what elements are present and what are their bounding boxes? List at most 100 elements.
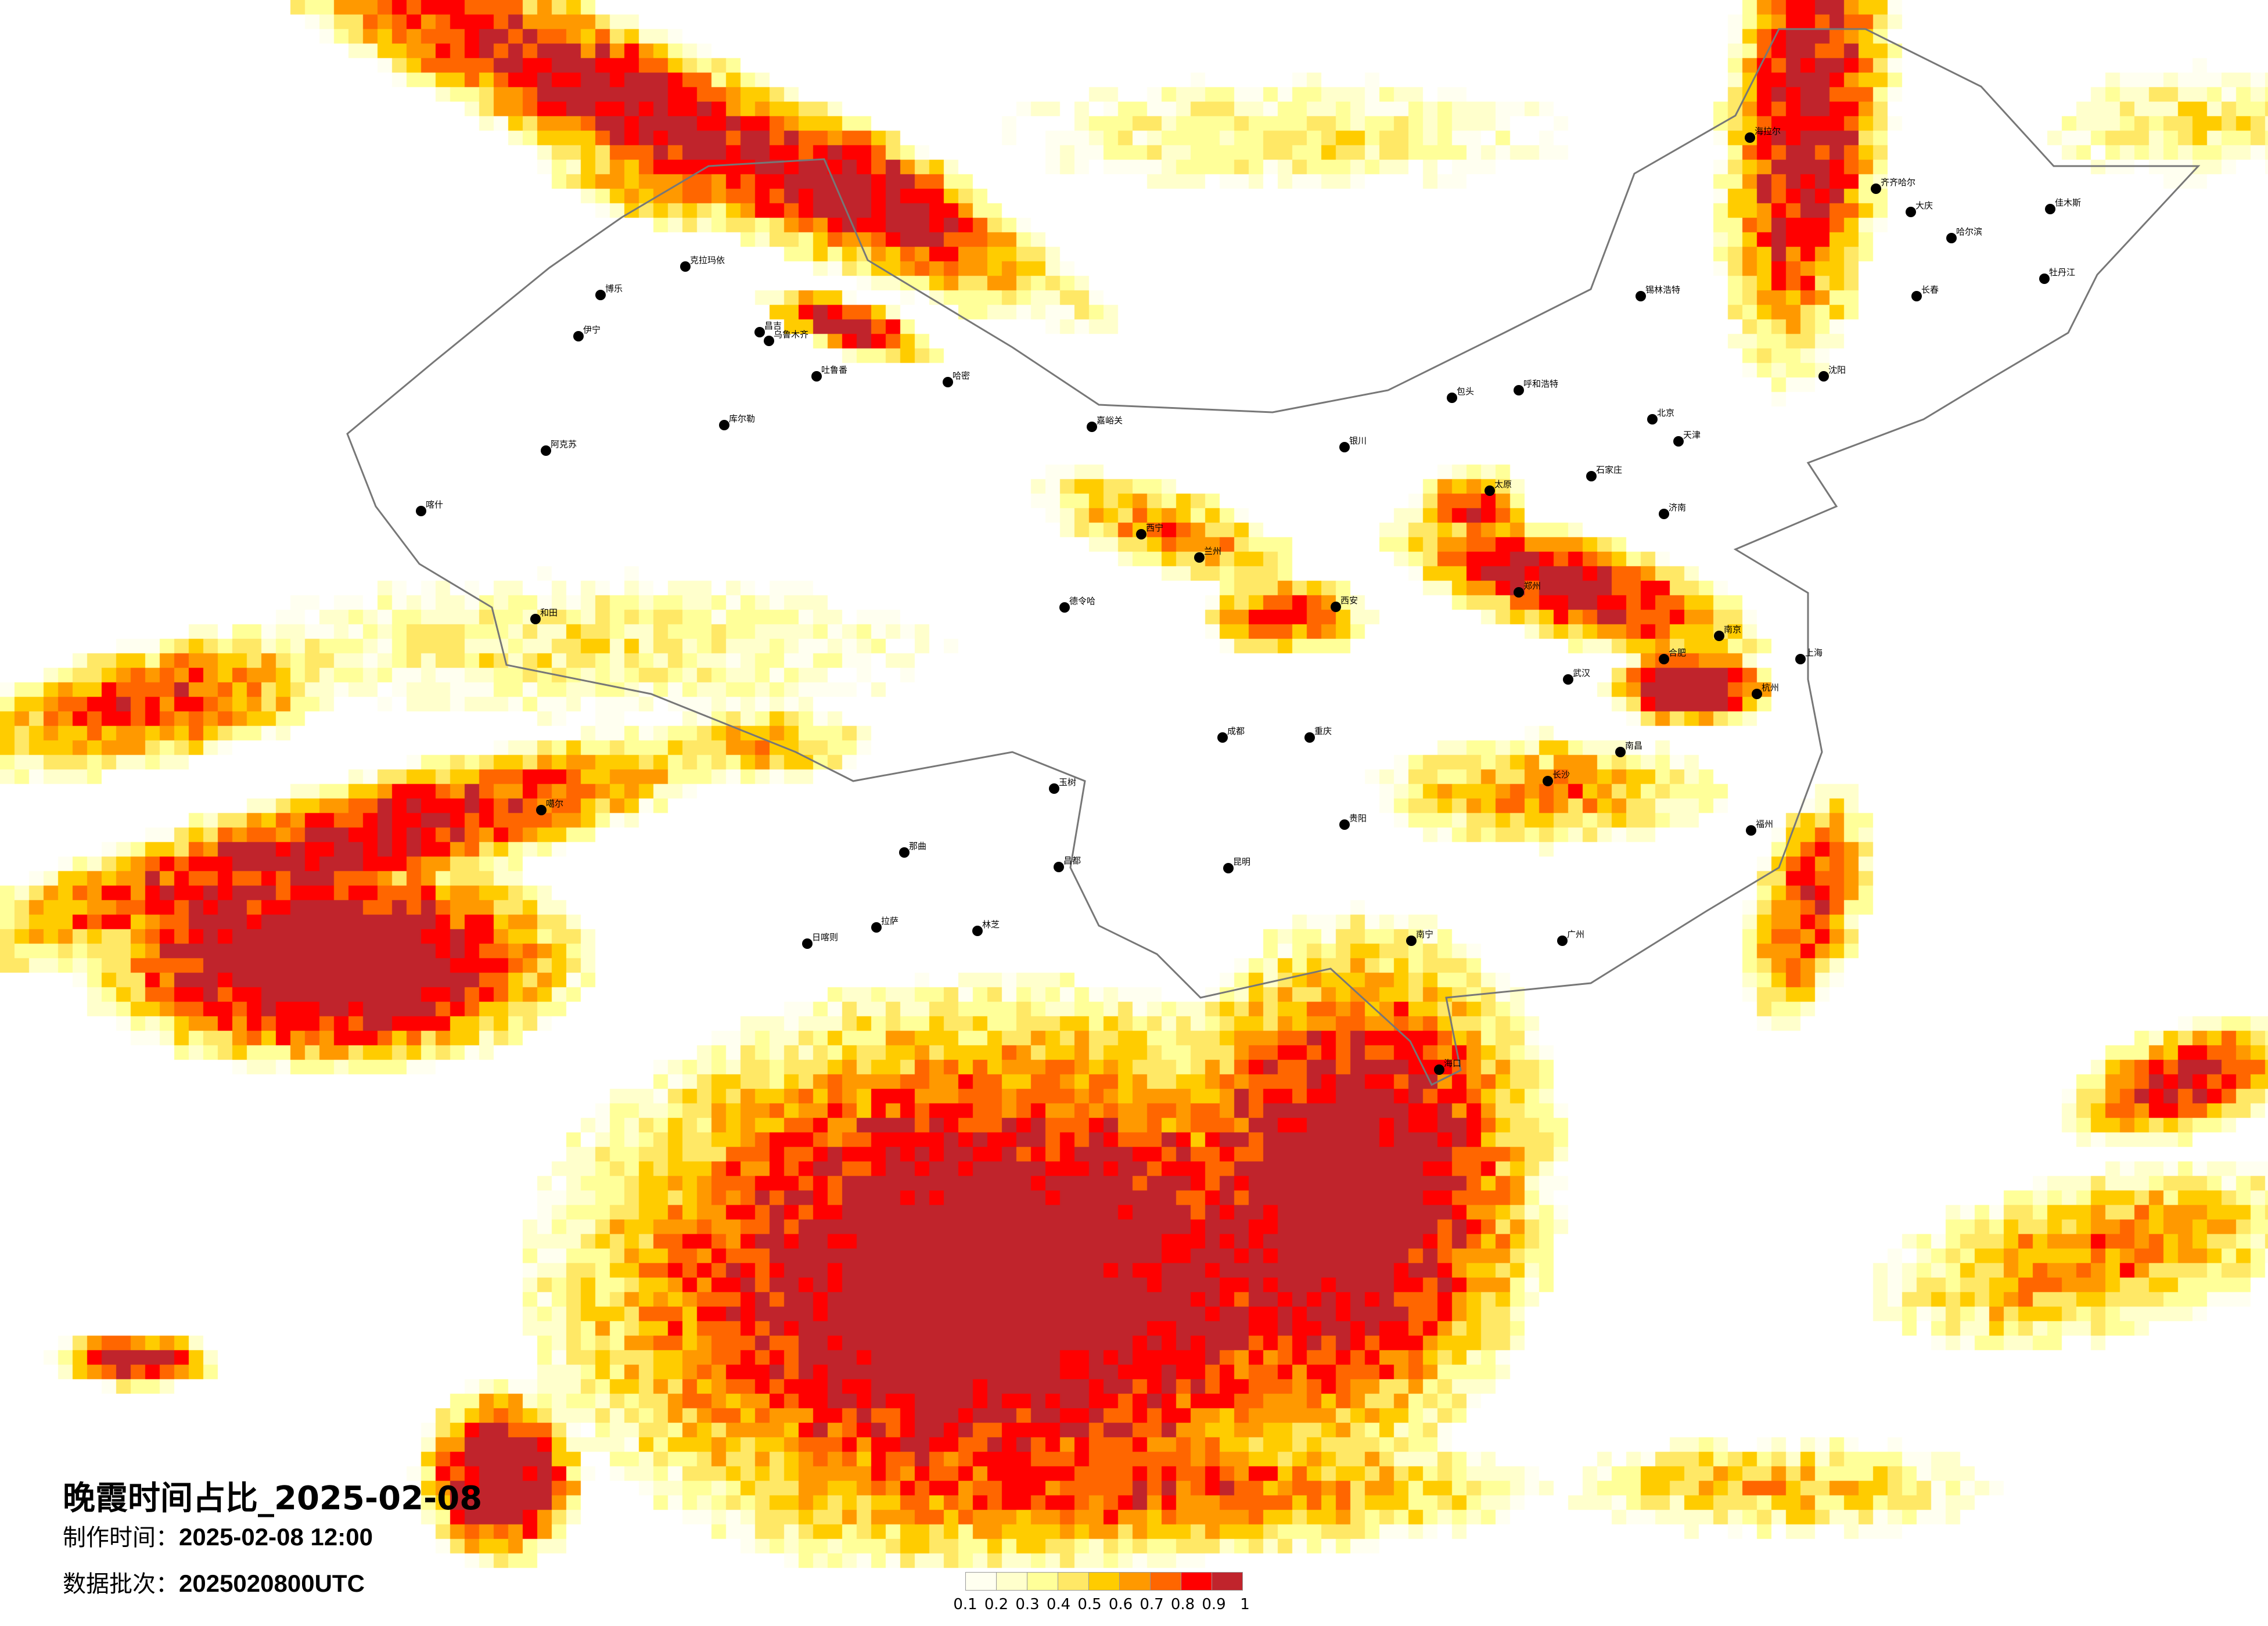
city-dot (1049, 783, 1059, 794)
city-label: 沈阳 (1828, 365, 1846, 375)
data-batch-label: 数据批次： (63, 1571, 179, 1598)
legend-swatch (965, 1572, 997, 1591)
city-label: 太原 (1494, 479, 1512, 490)
city-dot (1557, 936, 1568, 946)
city-dot (1563, 674, 1573, 685)
city-label: 昆明 (1233, 857, 1250, 867)
color-legend (965, 1572, 1243, 1591)
city-dot (1194, 552, 1205, 563)
city-label: 广州 (1567, 929, 1584, 940)
city-dot (943, 377, 953, 387)
city-dot (1339, 442, 1350, 452)
city-dot (1659, 509, 1669, 519)
city-dot (1331, 602, 1341, 612)
legend-swatch (996, 1572, 1027, 1591)
city-label: 西宁 (1146, 523, 1163, 533)
city-label: 克拉玛依 (690, 255, 725, 265)
city-label: 杭州 (1762, 682, 1779, 693)
city-label: 拉萨 (881, 916, 898, 926)
city-label: 日喀则 (812, 932, 838, 942)
city-dot (1746, 825, 1756, 836)
data-batch-value: 2025020800UTC (179, 1570, 365, 1597)
city-label: 重庆 (1314, 726, 1332, 736)
city-label: 海拉尔 (1755, 126, 1781, 136)
legend-tick-label: 0.6 (1108, 1596, 1133, 1613)
city-dot (1659, 654, 1669, 664)
city-label: 武汉 (1573, 668, 1590, 678)
city-label: 哈密 (953, 370, 970, 381)
city-label: 和田 (540, 607, 558, 618)
city-label: 北京 (1657, 408, 1674, 418)
city-dot (1217, 732, 1228, 743)
city-dot (416, 506, 426, 516)
legend-tick-label: 0.7 (1140, 1596, 1164, 1613)
production-time: 制作时间：2025-02-08 12:00 (63, 1519, 373, 1552)
city-label: 福州 (1756, 819, 1773, 829)
city-label: 上海 (1805, 647, 1823, 658)
city-dot (1906, 207, 1916, 217)
city-dot (1673, 436, 1684, 447)
city-dot (1636, 291, 1646, 301)
legend-swatch (1212, 1572, 1243, 1591)
city-label: 库尔勒 (729, 413, 755, 424)
city-dot (680, 261, 691, 272)
city-label: 银川 (1349, 436, 1367, 446)
legend-swatch (1058, 1572, 1089, 1591)
city-label: 那曲 (909, 841, 926, 851)
city-dot (1795, 654, 1806, 664)
city-label: 南昌 (1625, 740, 1642, 751)
city-dot (871, 922, 882, 933)
legend-swatch (1027, 1572, 1058, 1591)
map-title: 晚霞时间占比_2025-02-08 (63, 1480, 483, 1517)
city-dot (1514, 587, 1524, 598)
city-label: 大庆 (1915, 200, 1933, 211)
city-dot (536, 805, 547, 815)
city-dot (1818, 371, 1829, 382)
city-label: 牡丹江 (2049, 267, 2075, 278)
legend-tick-label: 0.5 (1077, 1596, 1102, 1613)
city-label: 喀什 (426, 499, 443, 510)
city-dot (1054, 862, 1064, 872)
city-dot (1911, 291, 1922, 301)
city-label: 昌吉 (764, 321, 782, 331)
city-dot (1745, 132, 1755, 143)
city-label: 吐鲁番 (821, 365, 847, 375)
city-label: 合肥 (1669, 647, 1686, 658)
city-label: 南宁 (1416, 929, 1433, 940)
city-dot (1406, 936, 1417, 946)
legend-tick-label: 0.4 (1046, 1596, 1071, 1613)
city-dot (899, 847, 910, 858)
legend-swatch (1150, 1572, 1181, 1591)
city-dot (2039, 274, 2050, 284)
city-dot (1615, 747, 1626, 757)
city-dot (764, 336, 774, 346)
city-label: 南京 (1724, 624, 1741, 635)
city-dot (541, 445, 551, 456)
city-dot (595, 290, 606, 300)
city-dot (1586, 471, 1597, 481)
city-dot (1223, 863, 1234, 873)
city-dot (573, 331, 584, 341)
legend-tick-label: 0.1 (953, 1596, 977, 1613)
city-dot (1871, 184, 1881, 194)
city-label: 锡林浩特 (1645, 285, 1680, 295)
city-dot (1447, 393, 1457, 403)
city-label: 呼和浩特 (1523, 379, 1558, 389)
city-label: 噶尔 (546, 798, 563, 809)
legend-tick-label: 0.2 (984, 1596, 1009, 1613)
city-label: 齐齐哈尔 (1881, 177, 1915, 188)
city-dot (1543, 776, 1553, 786)
city-label: 玉树 (1059, 777, 1076, 787)
city-dot (1647, 414, 1658, 425)
city-dot (1434, 1064, 1444, 1075)
city-label: 成都 (1227, 726, 1245, 736)
legend-tick-label: 0.8 (1170, 1596, 1195, 1613)
city-label: 长沙 (1552, 769, 1570, 780)
city-label: 石家庄 (1596, 465, 1622, 475)
city-label: 哈尔滨 (1956, 226, 1982, 237)
legend-swatch (1088, 1572, 1120, 1591)
city-dot (1714, 631, 1724, 641)
